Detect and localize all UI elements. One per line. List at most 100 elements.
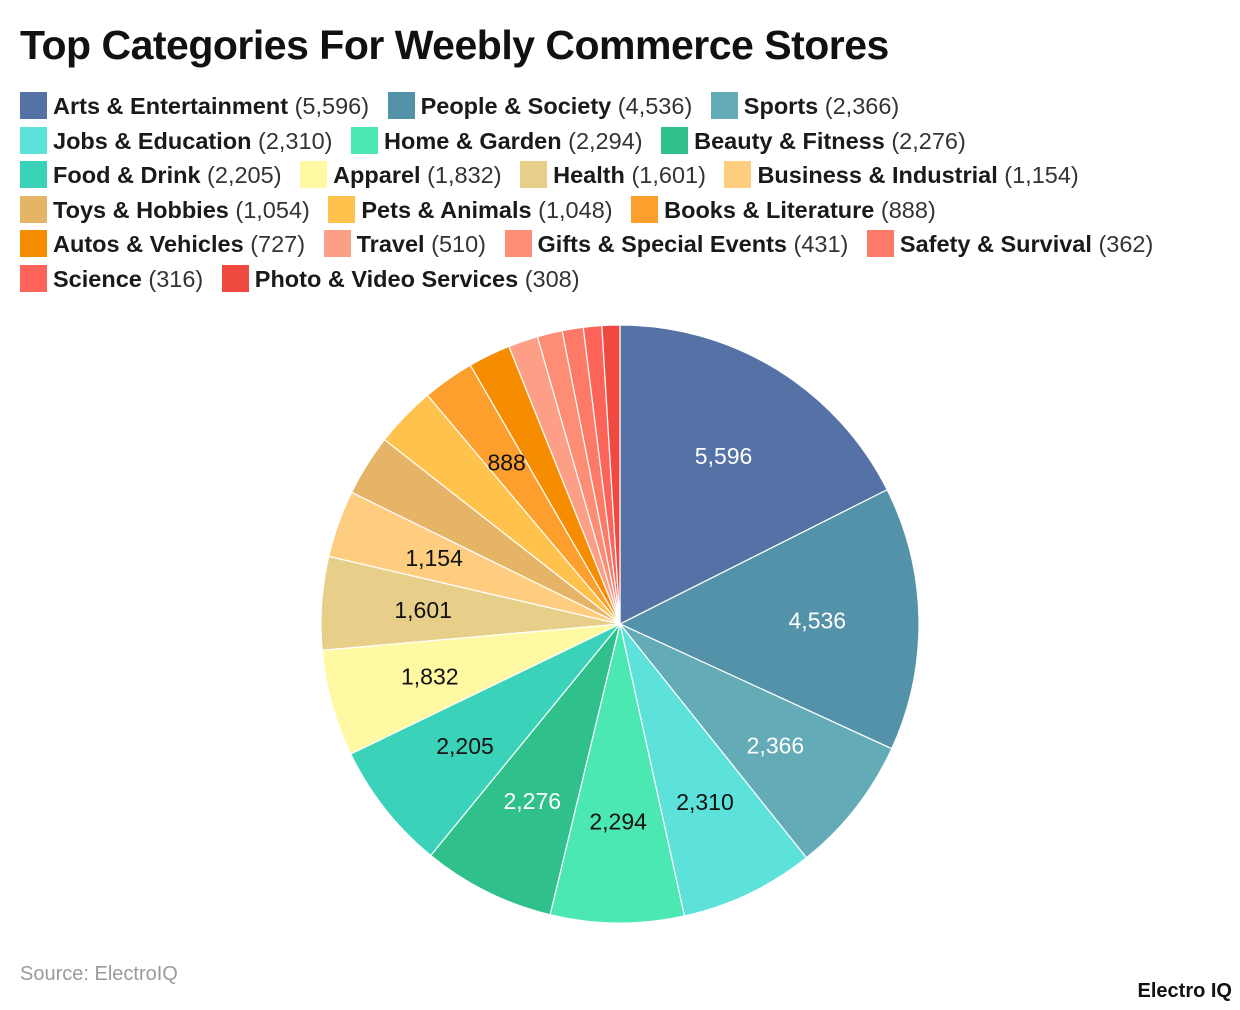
- legend-item-gifts-special-events: Gifts & Special Events431: [504, 230, 848, 257]
- legend-label: Toys & Hobbies: [53, 196, 229, 223]
- legend-label: Apparel: [333, 162, 421, 188]
- legend-swatch: [20, 230, 47, 257]
- legend-value: 362: [1092, 231, 1153, 257]
- legend-label: Books & Literature: [664, 196, 875, 223]
- data-label-people-society: 4,536: [789, 608, 847, 634]
- legend-label: Photo & Video Services: [254, 265, 519, 292]
- legend-item-health: Health1,601: [520, 161, 706, 188]
- legend-value: 2,310: [251, 128, 332, 154]
- brand-logo: Electro IQ: [1137, 980, 1232, 1002]
- legend-item-jobs-education: Jobs & Education2,310: [20, 126, 332, 154]
- legend-swatch: [20, 126, 47, 154]
- data-label-home-garden: 2,294: [589, 808, 647, 834]
- legend-value: 1,154: [998, 162, 1079, 188]
- legend-value: 1,054: [229, 197, 310, 223]
- legend-value: 510: [425, 231, 486, 257]
- legend-item-toys-hobbies: Toys & Hobbies1,054: [20, 195, 310, 223]
- legend-item-food-drink: Food & Drink2,205: [20, 161, 282, 188]
- legend-label: Jobs & Education: [53, 127, 252, 154]
- legend-swatch: [724, 161, 752, 188]
- legend-item-pets-animals: Pets & Animals1,048: [328, 195, 613, 223]
- data-label-food-drink: 2,205: [436, 733, 494, 759]
- legend-swatch: [866, 230, 894, 257]
- legend-value: 308: [518, 266, 579, 292]
- legend-label: Beauty & Fitness: [694, 127, 885, 154]
- legend-swatch: [504, 230, 532, 257]
- legend-label: Science: [53, 265, 142, 292]
- legend-value: 1,048: [532, 197, 613, 223]
- data-label-jobs-education: 2,310: [676, 789, 734, 815]
- legend-value: 4,536: [611, 93, 692, 119]
- legend: Arts & Entertainment5,596 People & Socie…: [20, 89, 1220, 296]
- legend-label: Travel: [356, 231, 425, 257]
- legend-item-photo-video-services: Photo & Video Services308: [221, 264, 580, 292]
- pie-slice-food-drink: [349, 623, 621, 857]
- legend-item-science: Science316: [20, 264, 203, 292]
- legend-swatch: [661, 126, 689, 154]
- legend-item-travel: Travel510: [323, 230, 486, 257]
- legend-value: 5,596: [288, 93, 369, 119]
- legend-label: Home & Garden: [384, 127, 562, 154]
- legend-swatch: [710, 92, 738, 119]
- legend-label: People & Society: [420, 93, 612, 119]
- legend-swatch: [300, 161, 328, 188]
- legend-value: 2,276: [885, 128, 966, 154]
- legend-item-people-society: People & Society4,536: [387, 92, 692, 119]
- legend-swatch: [387, 92, 415, 119]
- legend-swatch: [631, 195, 659, 223]
- legend-item-home-garden: Home & Garden2,294: [351, 126, 643, 154]
- legend-label: Gifts & Special Events: [537, 231, 787, 257]
- data-label-beauty-fitness: 2,276: [503, 788, 561, 814]
- legend-value: 2,205: [201, 162, 282, 188]
- data-label-business-industrial: 1,154: [405, 545, 463, 571]
- legend-swatch: [221, 264, 249, 292]
- pie-slice-arts-entertainment: [619, 324, 888, 625]
- legend-item-beauty-fitness: Beauty & Fitness2,276: [661, 126, 966, 154]
- legend-label: Health: [553, 162, 625, 188]
- legend-swatch: [351, 126, 378, 154]
- legend-value: 316: [142, 266, 203, 292]
- legend-swatch: [20, 92, 47, 119]
- legend-item-safety-survival: Safety & Survival362: [866, 230, 1153, 257]
- legend-value: 431: [787, 231, 848, 257]
- legend-swatch: [20, 161, 47, 188]
- legend-label: Pets & Animals: [361, 196, 532, 223]
- pie-slice-jobs-education: [619, 623, 808, 917]
- legend-item-books-literature: Books & Literature888: [631, 195, 936, 223]
- data-label-apparel: 1,832: [401, 663, 459, 689]
- legend-swatch: [20, 195, 47, 223]
- pie-slice-home-garden: [549, 623, 686, 924]
- legend-label: Safety & Survival: [899, 231, 1092, 257]
- legend-swatch: [20, 264, 47, 292]
- legend-item-arts-entertainment: Arts & Entertainment5,596: [20, 92, 369, 119]
- legend-item-autos-vehicles: Autos & Vehicles727: [20, 230, 305, 257]
- legend-item-sports: Sports2,366: [710, 92, 899, 119]
- legend-label: Sports: [743, 93, 819, 119]
- pie-slices: [320, 324, 920, 924]
- legend-swatch: [328, 195, 356, 223]
- legend-value: 888: [874, 197, 935, 223]
- data-label-books-literature: 888: [487, 449, 525, 475]
- legend-label: Autos & Vehicles: [53, 231, 244, 257]
- legend-label: Arts & Entertainment: [53, 93, 289, 119]
- legend-value: 1,601: [625, 162, 706, 188]
- legend-label: Food & Drink: [53, 162, 201, 188]
- chart-title: Top Categories For Weebly Commerce Store…: [20, 22, 889, 68]
- legend-value: 2,366: [818, 93, 899, 119]
- pie-slice-beauty-fitness: [429, 623, 621, 916]
- legend-item-business-industrial: Business & Industrial1,154: [724, 161, 1079, 188]
- legend-swatch: [323, 230, 351, 257]
- data-label-health: 1,601: [394, 597, 452, 623]
- pie-slice-sports: [619, 623, 893, 859]
- legend-label: Business & Industrial: [757, 162, 998, 188]
- pie-slice-photo-video-services: [601, 324, 621, 625]
- data-label-sports: 2,366: [747, 733, 805, 759]
- legend-value: 2,294: [562, 128, 643, 154]
- source-note: Source: ElectroIQ: [20, 963, 178, 985]
- pie-slice-labels: 5,596 4,536 2,366 2,310 2,294 2,276 2,205 1,832…: [394, 443, 846, 834]
- legend-swatch: [520, 161, 548, 188]
- legend-value: 727: [244, 231, 305, 257]
- legend-item-apparel: Apparel1,832: [300, 161, 502, 188]
- data-label-arts-entertainment: 5,596: [695, 443, 753, 469]
